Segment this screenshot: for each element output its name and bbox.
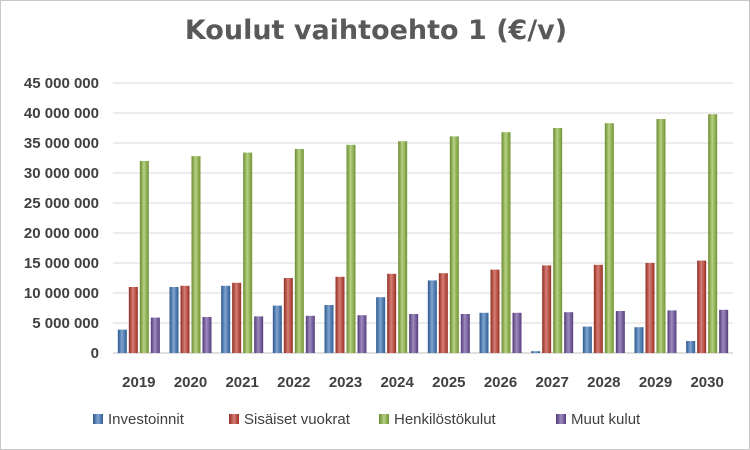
bar-investoinnit-2026 [479, 312, 489, 353]
bar-muut-kulut-2030 [719, 309, 729, 353]
bar-henkil-st-kulut-2026 [501, 132, 511, 353]
bar-muut-kulut-2020 [202, 317, 212, 353]
x-tick-label: 2025 [432, 374, 465, 391]
legend-swatch [379, 414, 389, 424]
bar-muut-kulut-2021 [254, 316, 264, 353]
legend-item: Muut kulut [556, 407, 640, 431]
legend-label: Muut kulut [571, 410, 641, 428]
y-tick-label: 0 [91, 345, 99, 362]
legend-swatch [93, 414, 103, 424]
bar-muut-kulut-2028 [615, 311, 625, 353]
bar-henkil-st-kulut-2025 [449, 136, 459, 353]
bar-investoinnit-2019 [117, 329, 127, 353]
y-tick-label: 5 000 000 [32, 315, 99, 332]
bar-investoinnit-2021 [221, 285, 231, 353]
bar-investoinnit-2029 [634, 327, 644, 353]
bar-sis-iset-vuokrat-2022 [283, 278, 293, 353]
x-tick-label: 2024 [380, 374, 414, 391]
bar-muut-kulut-2026 [512, 312, 522, 353]
bar-investoinnit-2027 [531, 351, 541, 353]
bar-sis-iset-vuokrat-2027 [542, 265, 552, 353]
legend-swatch [229, 414, 239, 424]
bar-sis-iset-vuokrat-2029 [645, 263, 655, 353]
bar-henkil-st-kulut-2029 [656, 119, 666, 353]
bar-muut-kulut-2029 [667, 310, 677, 353]
x-tick-label: 2029 [639, 374, 672, 391]
bar-sis-iset-vuokrat-2019 [128, 287, 138, 353]
bar-sis-iset-vuokrat-2028 [593, 264, 603, 353]
bar-sis-iset-vuokrat-2025 [438, 273, 448, 353]
y-tick-label: 15 000 000 [24, 255, 99, 272]
x-tick-label: 2026 [484, 374, 517, 391]
x-tick-label: 2028 [587, 374, 620, 391]
bar-sis-iset-vuokrat-2026 [490, 269, 500, 353]
x-tick-label: 2019 [122, 374, 155, 391]
bar-sis-iset-vuokrat-2021 [232, 282, 242, 353]
chart-legend: Investoinnit Sisäiset vuokrat Henkilöstöku… [1, 407, 750, 431]
bar-muut-kulut-2022 [305, 315, 315, 353]
legend-swatch [556, 414, 566, 424]
bar-sis-iset-vuokrat-2030 [697, 260, 707, 353]
bar-henkil-st-kulut-2024 [398, 141, 408, 353]
x-tick-label: 2023 [329, 374, 362, 391]
bar-henkil-st-kulut-2030 [708, 114, 718, 353]
bar-henkil-st-kulut-2028 [604, 123, 614, 353]
y-tick-label: 35 000 000 [24, 135, 99, 152]
bar-muut-kulut-2027 [564, 312, 574, 353]
y-tick-label: 30 000 000 [24, 165, 99, 182]
bar-investoinnit-2023 [324, 305, 334, 353]
legend-label: Henkilöstökulut [394, 410, 496, 428]
bar-henkil-st-kulut-2022 [294, 149, 304, 353]
legend-label: Investoinnit [108, 410, 184, 428]
bar-sis-iset-vuokrat-2024 [387, 273, 397, 353]
bar-sis-iset-vuokrat-2023 [335, 276, 345, 353]
bar-henkil-st-kulut-2021 [243, 152, 253, 353]
bar-investoinnit-2025 [427, 280, 437, 353]
bar-investoinnit-2028 [582, 326, 592, 353]
bar-investoinnit-2020 [169, 287, 179, 353]
chart-plot: 0 5 000 000 10 000 000 15 000 000 20 000 000… [24, 75, 733, 391]
bar-investoinnit-2030 [686, 341, 696, 353]
bar-henkil-st-kulut-2027 [553, 128, 563, 353]
x-tick-label: 2030 [690, 374, 723, 391]
x-tick-label: 2020 [174, 374, 207, 391]
legend-label: Sisäiset vuokrat [244, 410, 350, 428]
bar-investoinnit-2022 [272, 305, 282, 353]
y-tick-label: 10 000 000 [24, 285, 99, 302]
bar-muut-kulut-2019 [150, 317, 160, 353]
bar-henkil-st-kulut-2019 [139, 161, 149, 353]
bar-sis-iset-vuokrat-2020 [180, 285, 190, 353]
chart-title: Koulut vaihtoehto 1 (€/v) [184, 15, 568, 46]
bar-muut-kulut-2024 [409, 314, 419, 353]
y-tick-label: 25 000 000 [24, 195, 99, 212]
legend-item: Henkilöstökulut [379, 407, 496, 431]
bar-muut-kulut-2023 [357, 315, 367, 353]
y-tick-label: 45 000 000 [24, 75, 99, 92]
bar-henkil-st-kulut-2020 [191, 156, 201, 353]
y-tick-label: 40 000 000 [24, 105, 99, 122]
x-tick-label: 2027 [535, 374, 568, 391]
y-tick-label: 20 000 000 [24, 225, 99, 242]
legend-item: Investoinnit [93, 407, 184, 431]
x-tick-label: 2022 [277, 374, 310, 391]
legend-item: Sisäiset vuokrat [229, 407, 350, 431]
bar-investoinnit-2024 [376, 297, 386, 353]
bar-henkil-st-kulut-2023 [346, 144, 356, 353]
bar-muut-kulut-2025 [460, 314, 470, 353]
x-tick-label: 2021 [225, 374, 258, 391]
